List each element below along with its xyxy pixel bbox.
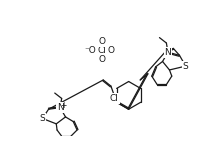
Text: Cl: Cl <box>97 46 106 55</box>
Text: Cl: Cl <box>110 94 119 103</box>
Text: N: N <box>165 48 171 57</box>
Text: O: O <box>107 46 114 55</box>
Text: S: S <box>40 114 45 123</box>
Text: S: S <box>183 62 189 71</box>
Text: ⁻O: ⁻O <box>84 46 96 55</box>
Text: O: O <box>98 37 105 46</box>
Text: O: O <box>98 55 105 64</box>
Text: N: N <box>57 103 63 112</box>
Text: +: + <box>60 101 66 110</box>
